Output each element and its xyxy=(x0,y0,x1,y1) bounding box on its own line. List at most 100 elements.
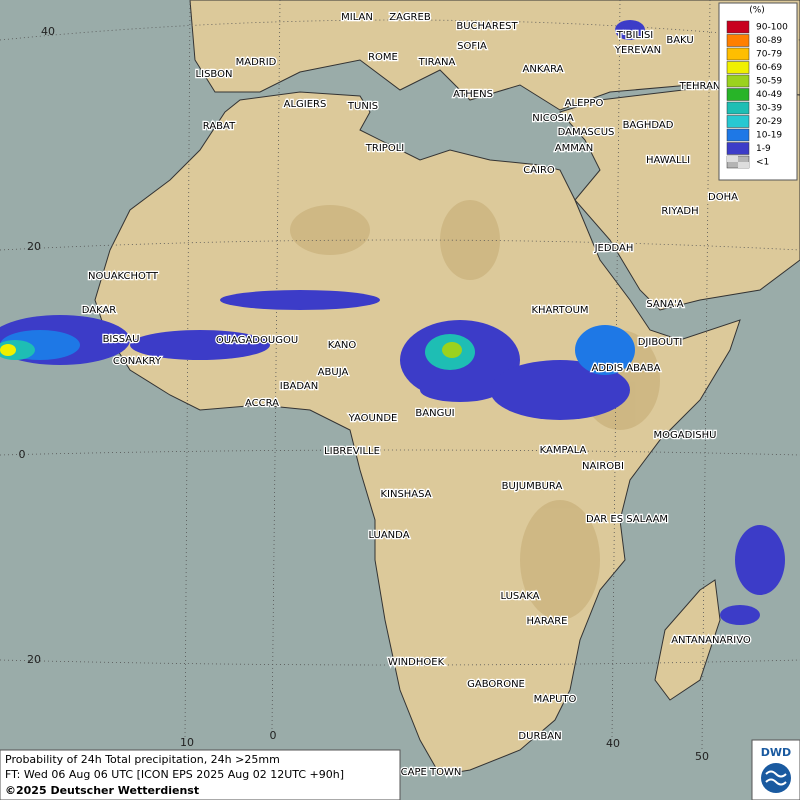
city-label: LISBON xyxy=(196,69,233,80)
legend-swatch xyxy=(726,74,750,88)
legend-swatch-check xyxy=(738,162,749,168)
lon-label: 50 xyxy=(695,750,709,763)
logo-waves xyxy=(765,770,787,786)
legend-swatch xyxy=(726,61,750,74)
footer-copyright: ©2025 Deutscher Wetterdienst xyxy=(5,784,199,797)
city-label: KANO xyxy=(328,340,357,351)
city-label: YEREVAN xyxy=(614,45,661,56)
precipitation xyxy=(0,20,785,625)
city-label: LUANDA xyxy=(368,530,409,541)
city-label: KHARTOUM xyxy=(531,305,588,316)
legend-swatch xyxy=(726,47,750,61)
city-label: DJIBOUTI xyxy=(638,337,683,348)
city-label: CAIRO xyxy=(523,165,555,176)
legend-swatch xyxy=(726,88,750,101)
legend: (%) 90-100 80-89 70-79 60-69 50-59 40-49 30-39… xyxy=(718,2,798,181)
city-label: TIRANA xyxy=(418,57,456,68)
city-label: JEDDAH xyxy=(594,243,634,254)
footer-title: Probability of 24h Total precipitation, … xyxy=(5,753,280,766)
city-label: BUJUMBURA xyxy=(502,481,563,492)
city-label: HAWALLI xyxy=(646,155,690,166)
city-label: DAKAR xyxy=(82,305,117,316)
city-label: BANGUI xyxy=(415,408,454,419)
legend-label: 80-89 xyxy=(756,36,782,46)
city-label: ANKARA xyxy=(523,64,564,75)
city-label: MOGADISHU xyxy=(654,430,717,441)
legend-swatch-check xyxy=(727,156,738,162)
lon-label: 10 xyxy=(180,736,194,749)
city-label: ATHENS xyxy=(453,89,493,100)
city-label: KAMPALA xyxy=(540,445,587,456)
city-label: RABAT xyxy=(203,121,236,132)
city-label: T'BILISI xyxy=(616,30,653,41)
logo-text: DWD xyxy=(761,746,791,759)
graticule-labels: 40 20 0 20 10 0 40 50 xyxy=(19,25,710,763)
city-label: RIYADH xyxy=(661,206,698,217)
city-label: OUAGADOUGOU xyxy=(216,335,298,346)
city-label: WINDHOEK xyxy=(388,657,445,668)
legend-swatch xyxy=(726,128,750,142)
city-label: ALGIERS xyxy=(284,99,327,110)
city-label: DAR ES SALAAM xyxy=(586,514,668,525)
city-label: TEHRAN xyxy=(679,81,721,92)
city-label: LIBREVILLE xyxy=(324,446,380,457)
city-label: TRIPOLI xyxy=(365,143,404,154)
city-label: TUNIS xyxy=(347,101,378,112)
legend-swatch xyxy=(726,34,750,47)
lat-label: 20 xyxy=(27,240,41,253)
legend-swatch xyxy=(726,20,750,34)
legend-label: 20-29 xyxy=(756,117,782,127)
city-label: DURBAN xyxy=(518,731,561,742)
legend-label: 10-19 xyxy=(756,131,782,141)
city-label: NAIROBI xyxy=(582,461,624,472)
lon-label: 40 xyxy=(606,737,620,750)
legend-unit: (%) xyxy=(749,6,765,16)
legend-label: 40-49 xyxy=(756,90,782,100)
lat-label: 40 xyxy=(41,25,55,38)
city-label: GABORONE xyxy=(467,679,525,690)
legend-label: 30-39 xyxy=(756,104,782,114)
legend-label: 60-69 xyxy=(756,63,782,73)
city-label: MAPUTO xyxy=(534,694,577,705)
city-label: SANA'A xyxy=(646,299,683,310)
city-label: YAOUNDE xyxy=(348,413,398,424)
city-label: ABUJA xyxy=(318,367,349,378)
city-label: BUCHAREST xyxy=(456,21,518,32)
city-label: DAMASCUS xyxy=(558,127,615,138)
city-label: BAKU xyxy=(666,35,693,46)
city-label: ROME xyxy=(368,52,398,63)
legend-swatch xyxy=(726,101,750,115)
city-label: ACCRA xyxy=(245,398,279,409)
logo: DWD xyxy=(751,739,800,800)
city-label: LUSAKA xyxy=(501,591,540,602)
city-label: MADRID xyxy=(236,57,277,68)
city-label: ALEPPO xyxy=(565,98,604,109)
legend-swatch xyxy=(726,142,750,155)
legend-label: 1-9 xyxy=(756,144,771,154)
city-label: MILAN xyxy=(341,12,373,23)
footer: Probability of 24h Total precipitation, … xyxy=(0,749,401,800)
city-label: ZAGREB xyxy=(389,12,431,23)
city-label: NOUAKCHOTT xyxy=(88,271,159,282)
city-labels: MILAN ZAGREB BUCHAREST T'BILISI BAKU SOFIA YER… xyxy=(80,11,752,780)
city-label: BISSAU xyxy=(103,334,140,345)
city-label: CONAKRY xyxy=(113,356,162,367)
lat-label: 20 xyxy=(27,653,41,666)
city-label: ANTANANARIVO xyxy=(671,635,751,646)
logo-icon xyxy=(761,763,791,793)
city-label: BAGHDAD xyxy=(623,120,674,131)
city-label: SOFIA xyxy=(457,41,487,52)
legend-swatch xyxy=(726,115,750,128)
city-label: DOHA xyxy=(708,192,738,203)
legend-label: 90-100 xyxy=(756,23,788,33)
lat-label: 0 xyxy=(19,448,26,461)
city-label: IBADAN xyxy=(280,381,319,392)
legend-label: 70-79 xyxy=(756,50,782,60)
lon-label: 0 xyxy=(270,729,277,742)
legend-label: <1 xyxy=(756,158,769,168)
city-label: ADDIS ABABA xyxy=(592,363,661,374)
city-label: HARARE xyxy=(526,616,567,627)
graticule xyxy=(0,0,800,751)
footer-run: FT: Wed 06 Aug 06 UTC [ICON EPS 2025 Aug… xyxy=(5,768,344,781)
